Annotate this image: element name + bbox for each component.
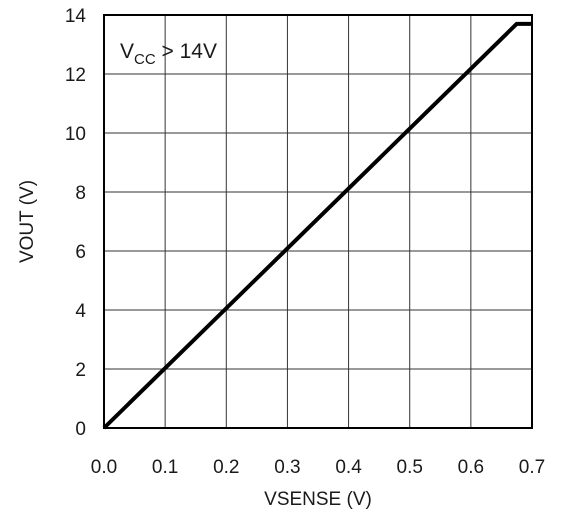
y-tick-label: 8: [75, 183, 86, 204]
plot-frame: [103, 14, 533, 429]
series-layer: [102, 21, 532, 430]
x-tick-label: 0.3: [274, 457, 300, 478]
y-tick-label: 0: [75, 419, 86, 440]
x-tick-label: 0.6: [458, 457, 484, 478]
x-tick-label: 0.0: [91, 457, 117, 478]
vcc-annotation: VCC > 14V: [120, 40, 217, 68]
x-tick-label: 0.1: [152, 457, 178, 478]
x-tick-label: 0.5: [397, 457, 423, 478]
y-tick-label: 4: [75, 301, 86, 322]
grid: [103, 14, 533, 429]
y-axis-label: VOUT (V): [17, 180, 38, 263]
x-tick-label: 0.4: [335, 457, 362, 478]
y-tick-label: 2: [75, 360, 86, 381]
series-line: [102, 21, 532, 430]
annotation-main: V: [120, 40, 134, 63]
x-tick-labels: 0.0 0.1 0.2 0.3 0.4 0.5 0.6 0.7: [91, 457, 545, 478]
y-tick-labels: 0 2 4 6 8 10 12 14: [65, 6, 87, 440]
x-tick-label: 0.2: [213, 457, 239, 478]
y-tick-label: 14: [65, 6, 87, 27]
y-tick-label: 12: [65, 65, 86, 86]
annotation-subscript: CC: [134, 51, 156, 68]
annotation-rest: > 14V: [156, 40, 217, 63]
y-tick-label: 10: [65, 124, 86, 145]
x-axis-label: VSENSE (V): [264, 489, 372, 510]
x-tick-label: 0.7: [519, 457, 545, 478]
y-tick-label: 6: [75, 242, 86, 263]
